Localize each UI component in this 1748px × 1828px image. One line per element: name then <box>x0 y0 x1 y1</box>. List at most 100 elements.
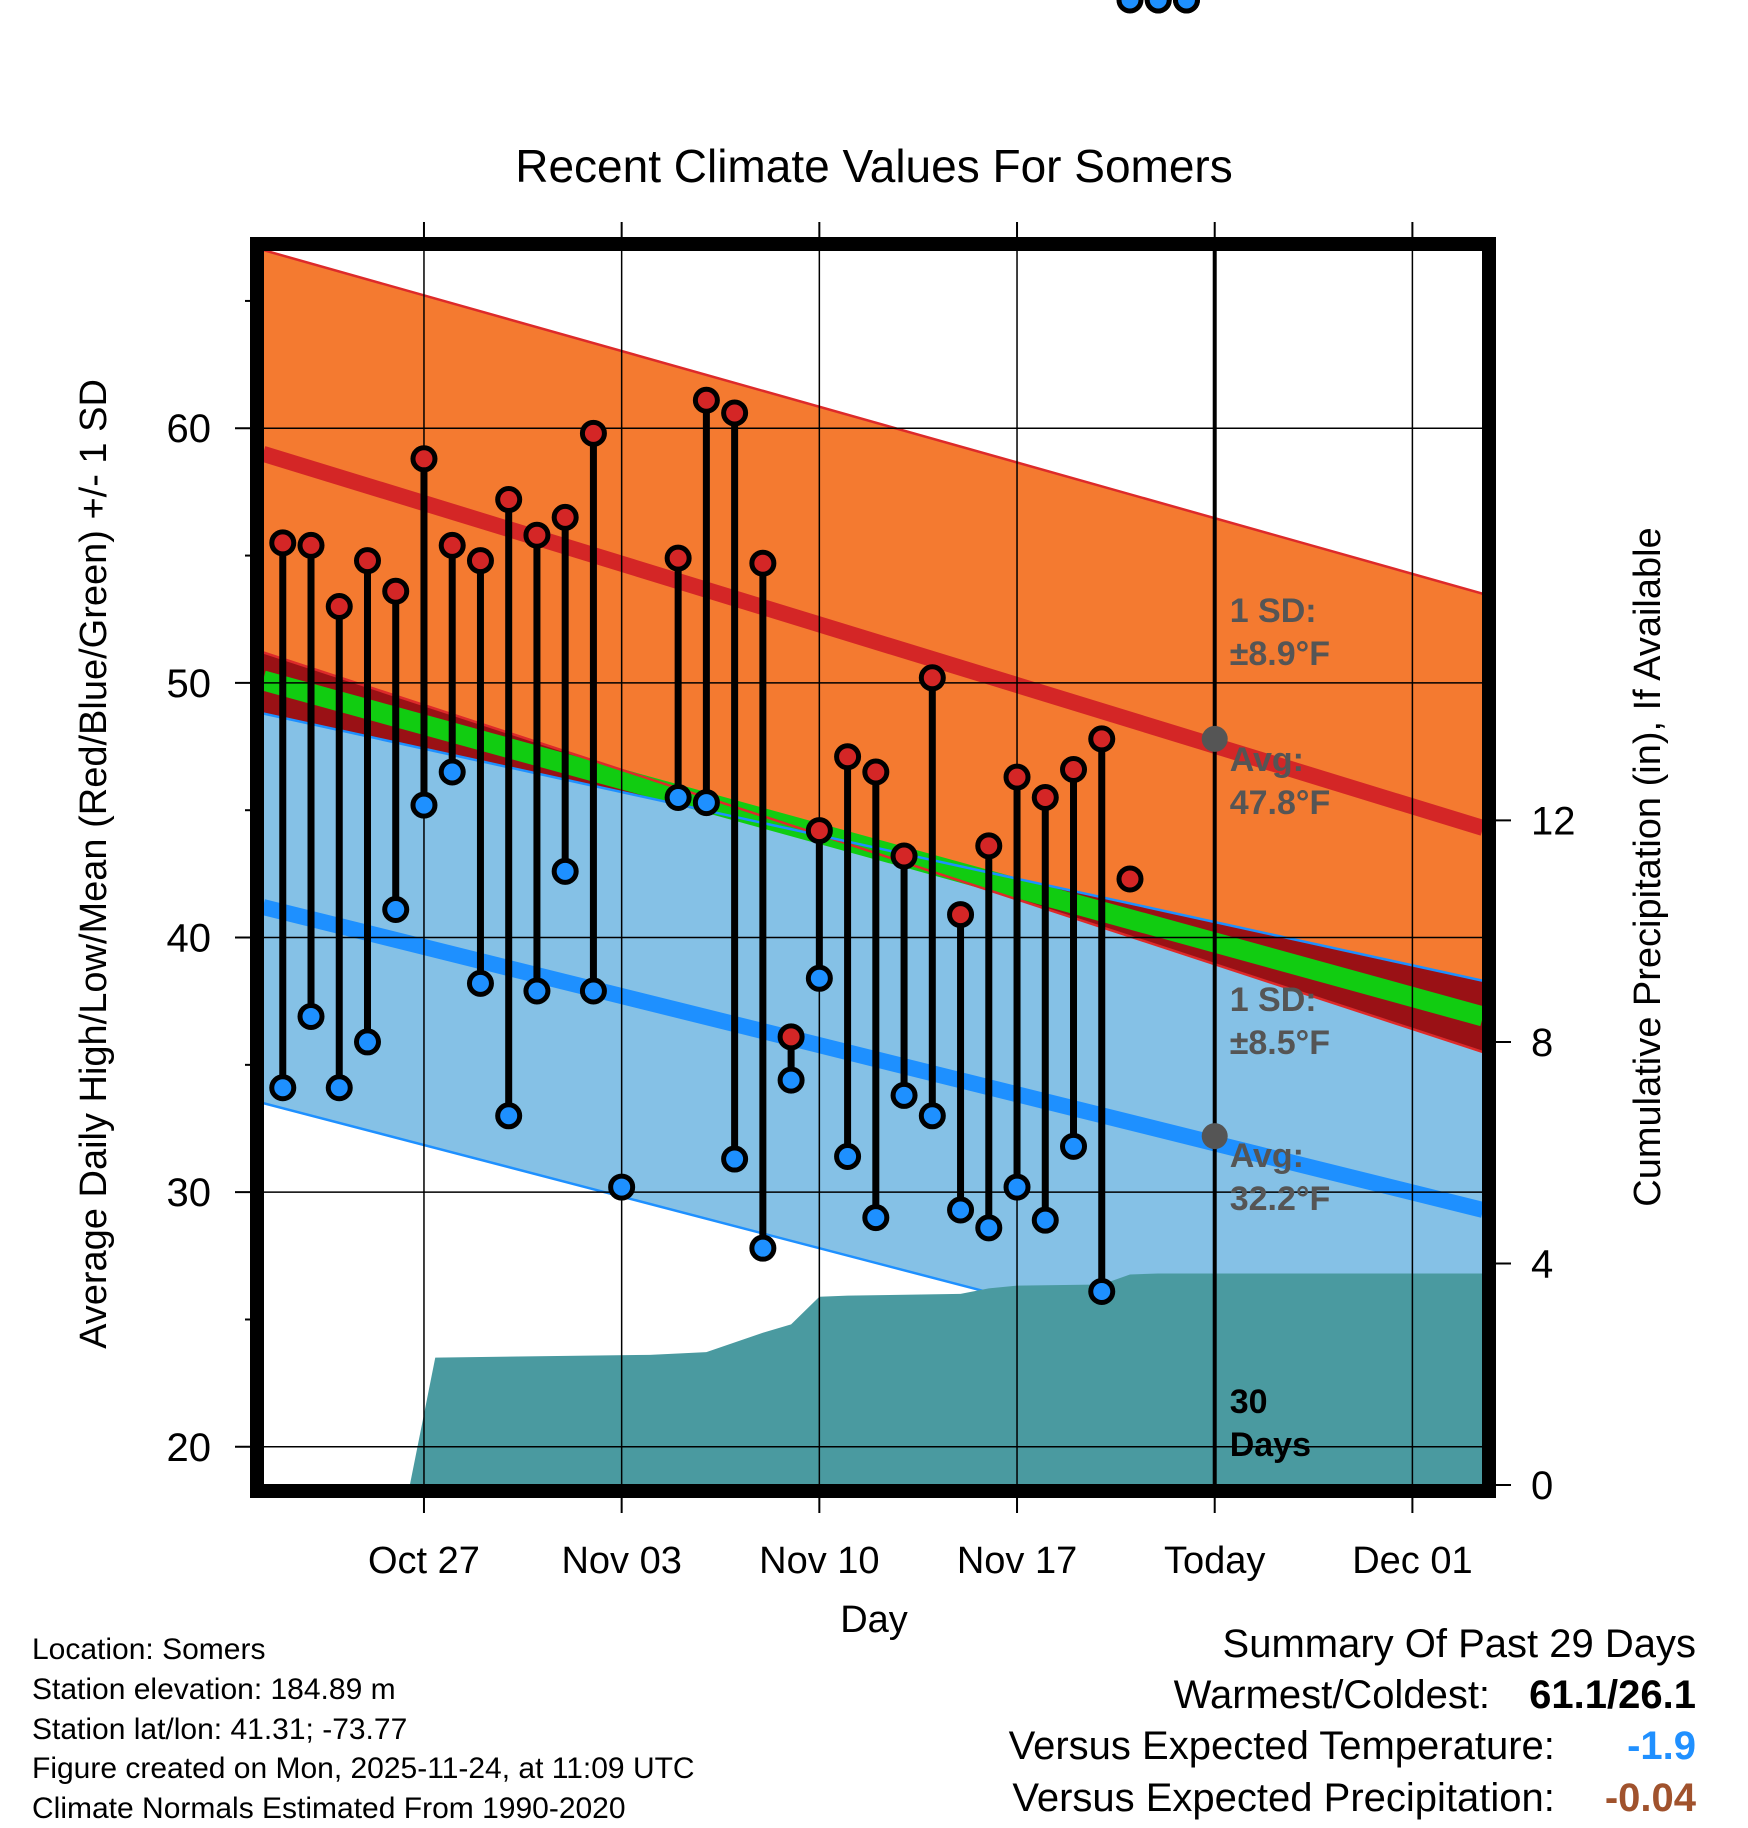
y2-tick-label: 4 <box>1531 1242 1553 1286</box>
daily-high-point <box>551 503 579 531</box>
daily-low-point <box>608 1173 636 1201</box>
daily-low-point <box>890 1081 918 1109</box>
x-tick-label: Nov 17 <box>957 1540 1077 1582</box>
daily-high-point <box>382 577 410 605</box>
daily-low-point <box>410 791 438 819</box>
daily-high-point <box>523 521 551 549</box>
high-sd-band <box>263 250 1483 1053</box>
window-days-number: 30 <box>1230 1383 1268 1421</box>
high-avg-value: 47.8°F <box>1230 784 1331 822</box>
daily-high-point <box>325 592 353 620</box>
daily-low-point <box>1031 1206 1059 1234</box>
meta-created: Figure created on Mon, 2025-11-24, at 11… <box>32 1752 695 1785</box>
daily-high-point <box>1060 755 1088 783</box>
daily-high-point <box>947 901 975 929</box>
y2-tick-label: 12 <box>1531 799 1576 843</box>
daily-high-point <box>438 531 466 559</box>
daily-low-point <box>918 1102 946 1130</box>
daily-high-point <box>466 547 494 575</box>
daily-low-point <box>777 1066 805 1094</box>
precip-area <box>263 1273 1483 1485</box>
summary-warm-cold-label: Warmest/Coldest: <box>1173 1673 1491 1717</box>
x-tick-label: Dec 01 <box>1352 1540 1472 1582</box>
today-low-avg-marker <box>1201 1123 1228 1150</box>
low-sd-title: 1 SD: <box>1230 981 1317 1019</box>
daily-high-point <box>664 544 692 572</box>
summary-warm-cold: Warmest/Coldest: 61.1/26.1 <box>1174 1675 1696 1715</box>
y-axis-label: Average Daily High/Low/Mean (Red/Blue/Gr… <box>73 379 115 1349</box>
y-tick-label: 50 <box>167 662 212 706</box>
daily-high-point <box>1088 725 1116 753</box>
y2-tick-label: 8 <box>1531 1021 1553 1065</box>
meta-elevation: Station elevation: 184.89 m <box>32 1673 396 1706</box>
daily-low-point <box>862 1204 890 1232</box>
daily-low-point <box>975 1214 1003 1242</box>
daily-high-point <box>777 1023 805 1051</box>
y-tick-label: 20 <box>167 1426 212 1470</box>
daily-low-point <box>1088 1277 1116 1305</box>
daily-high-point <box>410 445 438 473</box>
summary-temp-label: Versus Expected Temperature: <box>1008 1724 1555 1768</box>
daily-high-point <box>1116 865 1144 893</box>
y2-tick-label: 0 <box>1531 1464 1553 1508</box>
x-tick-label: Nov 10 <box>759 1540 879 1582</box>
y-tick-label: 40 <box>167 917 212 961</box>
daily-low-point <box>495 1102 523 1130</box>
daily-high-point <box>862 758 890 786</box>
high-upper-line <box>263 250 1483 595</box>
x-tick-label: Nov 03 <box>561 1540 681 1582</box>
daily-high-point <box>975 832 1003 860</box>
daily-low-point <box>1172 0 1200 14</box>
daily-low-point <box>382 896 410 924</box>
daily-low-point <box>325 1074 353 1102</box>
high-normal-line <box>263 446 1483 836</box>
daily-high-point <box>749 549 777 577</box>
meta-location: Location: Somers <box>32 1633 266 1666</box>
daily-high-point <box>495 486 523 514</box>
high-avg-title: Avg: <box>1230 741 1304 779</box>
low-sd-value: ±8.5°F <box>1230 1024 1330 1062</box>
daily-low-point <box>749 1234 777 1262</box>
daily-low-point <box>805 964 833 992</box>
x-tick-label: Today <box>1164 1540 1265 1582</box>
daily-low-point <box>269 1074 297 1102</box>
summary-temperature: Versus Expected Temperature: -1.9 <box>1009 1726 1696 1766</box>
summary-precip-value: -0.04 <box>1604 1776 1696 1820</box>
daily-high-point <box>297 531 325 559</box>
daily-low-point <box>1003 1173 1031 1201</box>
daily-low-point <box>1060 1132 1088 1160</box>
daily-low-point <box>579 977 607 1005</box>
daily-high-point <box>353 547 381 575</box>
daily-low-point <box>721 1145 749 1173</box>
y2-axis-label: Cumulative Precipitation (in), If Availa… <box>1627 527 1669 1206</box>
summary-heading: Summary Of Past 29 Days <box>1222 1622 1696 1666</box>
chart-title: Recent Climate Values For Somers <box>515 140 1233 192</box>
daily-high-point <box>918 664 946 692</box>
summary-temp-value: -1.9 <box>1627 1724 1696 1768</box>
daily-high-point <box>1031 783 1059 811</box>
high-sd-title: 1 SD: <box>1230 592 1317 630</box>
meta-latlon: Station lat/lon: 41.31; -73.77 <box>32 1713 408 1746</box>
plot-frame <box>250 237 1496 1498</box>
low-avg-title: Avg: <box>1230 1137 1304 1175</box>
daily-high-point <box>721 399 749 427</box>
x-tick-label: Oct 27 <box>368 1540 480 1582</box>
summary-warm-cold-value: 61.1/26.1 <box>1529 1673 1696 1717</box>
daily-low-point <box>551 857 579 885</box>
daily-low-point <box>834 1143 862 1171</box>
x-axis-label: Day <box>840 1599 908 1641</box>
daily-low-point <box>664 783 692 811</box>
daily-low-point <box>297 1002 325 1030</box>
daily-low-point <box>438 758 466 786</box>
summary-precip-label: Versus Expected Precipitation: <box>1012 1776 1555 1820</box>
y-tick-label: 30 <box>167 1171 212 1215</box>
low-avg-value: 32.2°F <box>1230 1180 1331 1218</box>
today-high-avg-marker <box>1201 725 1228 752</box>
daily-low-point <box>1116 0 1144 14</box>
daily-low-point <box>353 1028 381 1056</box>
y-tick-label: 60 <box>167 407 212 451</box>
daily-high-point <box>269 529 297 557</box>
daily-high-point <box>692 386 720 414</box>
daily-high-point <box>805 817 833 845</box>
